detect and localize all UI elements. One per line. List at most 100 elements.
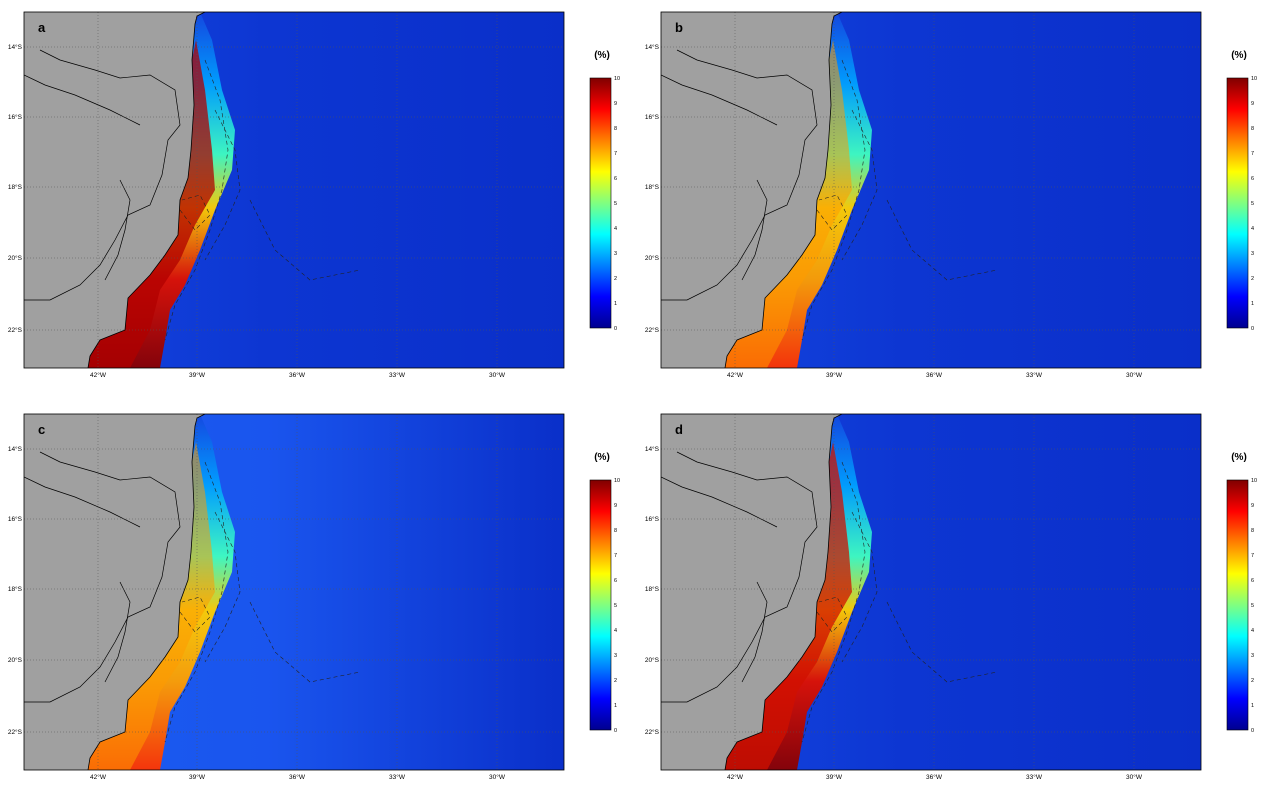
land-mass [661,12,842,368]
coastal-hotspot [88,40,215,368]
colorbar-title: (%) [1231,452,1247,463]
colorbar-tick-label: 3 [614,251,617,257]
state-border [661,451,818,703]
lon-tick-label: 42°W [90,773,107,781]
colorbar-tick-label: 1 [614,301,617,307]
depth-contour [249,601,361,683]
colorbar-tick-label: 7 [614,151,617,157]
depth-contour [179,596,211,633]
colorbar-tick-label: 3 [1251,251,1254,257]
map-panel-a: a 14°S 16°S 18°S 20°S 22°S 42°W 39°W 36°W 33°W 30°… [0,0,637,400]
lat-tick-label: 16°S [645,515,660,523]
lon-tick-label: 30°W [1126,773,1143,781]
lat-tick-label: 16°S [8,515,23,523]
state-border [741,179,768,281]
depth-contour [886,199,998,281]
colorbar-tick-label: 9 [614,503,617,509]
depth-contour [816,596,848,633]
colorbar-tick-label: 1 [614,703,617,709]
colorbar-tick-label: 0 [614,728,617,734]
coastal-hotspot [725,442,852,770]
colorbar-tick-label: 7 [1251,553,1254,559]
lat-tick-label: 16°S [8,113,23,121]
lon-tick-label: 30°W [489,371,506,379]
depth-contour [179,194,211,231]
state-border [661,74,778,126]
lon-tick-label: 42°W [727,371,744,379]
lat-tick-label: 18°S [645,183,660,191]
depth-contour [164,461,229,743]
coastline [724,414,843,770]
lon-tick-label: 36°W [289,371,306,379]
colorbar [1226,479,1249,731]
lon-tick-label: 33°W [389,773,406,781]
colorbar-tick-label: 6 [1251,578,1254,584]
lat-tick-label: 16°S [645,113,660,121]
depth-contour [841,109,878,261]
colorbar-title: (%) [594,452,610,463]
lat-tick-label: 22°S [8,728,23,736]
depth-contour [816,194,848,231]
panel-label: b [675,20,683,35]
depth-contour [801,461,866,743]
colorbar-tick-label: 5 [614,201,617,207]
map-panel-d: d 14°S 16°S 18°S 20°S 22°S 42°W 39°W 36°W 33°W 30°… [637,402,1275,803]
lat-tick-label: 20°S [645,656,660,664]
depth-contour [841,511,878,663]
colorbar-tick-label: 8 [614,126,617,132]
colorbar [1226,77,1249,329]
lon-tick-label: 39°W [189,371,206,379]
map-frame [23,413,565,771]
lat-tick-label: 18°S [645,585,660,593]
colorbar-tick-label: 3 [1251,653,1254,659]
colorbar [589,77,612,329]
lat-tick-label: 22°S [645,326,660,334]
land-mass [24,12,205,368]
colorbar-tick-label: 4 [614,226,617,232]
colorbar-tick-label: 7 [1251,151,1254,157]
colorbar-tick-label: 6 [614,176,617,182]
panel-label: c [38,422,45,437]
lon-tick-label: 33°W [389,371,406,379]
lat-tick-label: 18°S [8,585,23,593]
colorbar-tick-label: 5 [614,603,617,609]
colorbar-tick-label: 2 [614,276,617,282]
colorbar-tick-label: 4 [1251,628,1254,634]
lon-tick-label: 33°W [1026,773,1043,781]
colorbar-tick-label: 10 [1251,478,1257,484]
state-border [24,49,181,301]
colorbar-tick-label: 8 [1251,126,1254,132]
lon-tick-label: 39°W [189,773,206,781]
map-svg: c 14°S 16°S 18°S 20°S 22°S 42°W 39°W 36°W 33°W 30°… [8,413,620,781]
colorbar-title: (%) [1231,50,1247,61]
colorbar-tick-label: 4 [614,628,617,634]
lon-tick-label: 36°W [289,773,306,781]
colorbar-tick-label: 5 [1251,201,1254,207]
colorbar-tick-label: 0 [1251,728,1254,734]
state-border [24,476,141,528]
depth-contour [801,59,866,341]
state-border [661,49,818,301]
colorbar-tick-label: 2 [1251,678,1254,684]
lon-tick-label: 36°W [926,371,943,379]
colorbar-tick-label: 2 [1251,276,1254,282]
lat-tick-label: 20°S [8,254,23,262]
colorbar-tick-label: 1 [1251,703,1254,709]
lon-tick-label: 36°W [926,773,943,781]
lon-tick-label: 42°W [727,773,744,781]
colorbar-tick-label: 10 [614,76,620,82]
colorbar-tick-label: 5 [1251,603,1254,609]
colorbar-tick-label: 4 [1251,226,1254,232]
map-svg: b 14°S 16°S 18°S 20°S 22°S 42°W 39°W 36°W 33°W 30°… [645,11,1257,379]
panel-label: a [38,20,46,35]
lat-tick-label: 20°S [8,656,23,664]
colorbar-tick-label: 9 [614,101,617,107]
map-panel-c: c 14°S 16°S 18°S 20°S 22°S 42°W 39°W 36°W 33°W 30°… [0,402,637,803]
depth-contour [204,511,241,663]
lat-tick-label: 14°S [8,43,23,51]
map-panel-b: b 14°S 16°S 18°S 20°S 22°S 42°W 39°W 36°W 33°W 30°… [637,0,1275,400]
lat-tick-label: 22°S [8,326,23,334]
land-mass [661,414,842,770]
map-frame [23,11,565,369]
state-border [661,476,778,528]
